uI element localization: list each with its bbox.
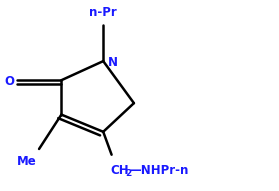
Text: O: O bbox=[5, 75, 15, 88]
Text: CH: CH bbox=[110, 164, 129, 177]
Text: —NHPr-n: —NHPr-n bbox=[130, 164, 189, 177]
Text: Me: Me bbox=[17, 155, 36, 168]
Text: N: N bbox=[107, 56, 117, 69]
Text: 2: 2 bbox=[125, 169, 131, 178]
Text: n-Pr: n-Pr bbox=[89, 6, 117, 19]
